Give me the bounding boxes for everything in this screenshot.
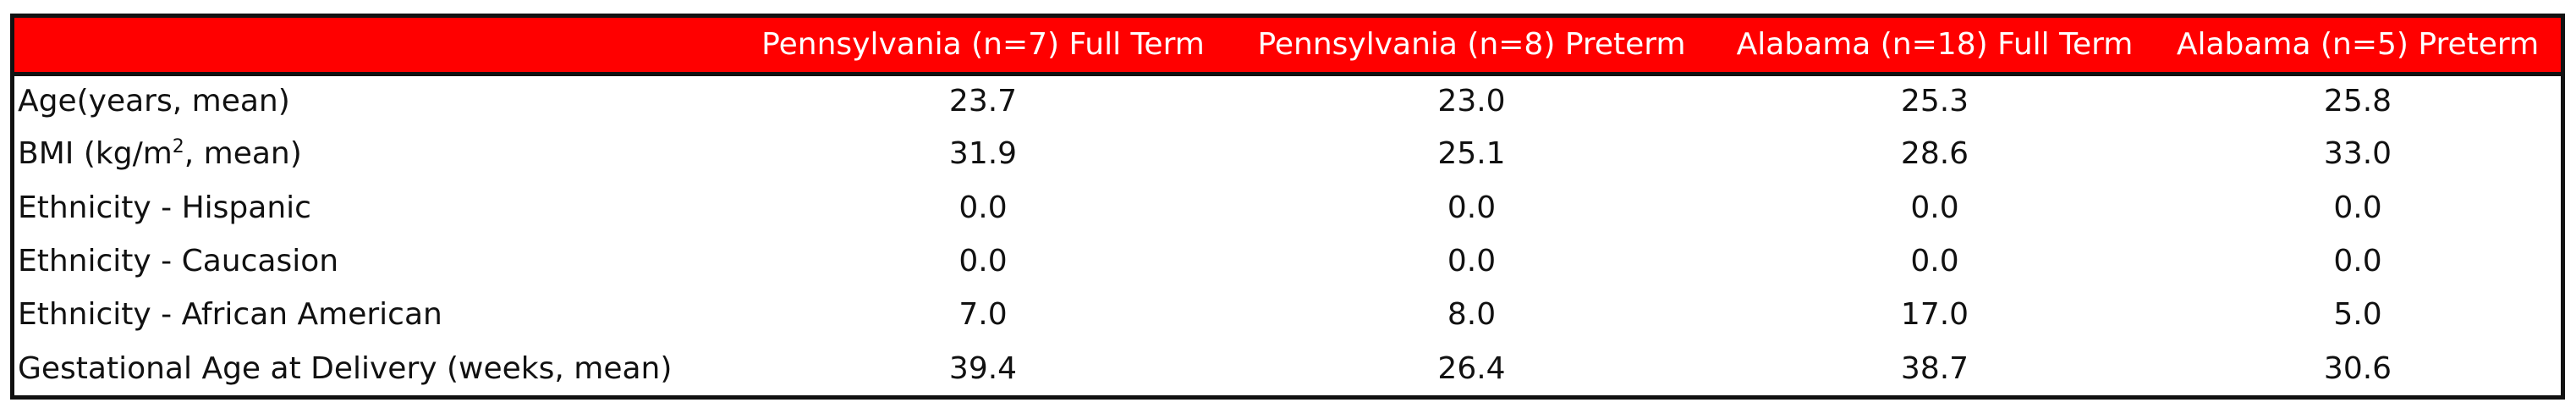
table-cell: 0.0 <box>1910 190 1959 225</box>
table-row: BMI (kg/m2, mean) 31.9 25.1 28.6 33.0 <box>14 127 2561 180</box>
header-cell-alabama-full-term: Alabama (n=18) Full Term <box>1715 18 2155 76</box>
table-cell: 38.7 <box>1900 350 1969 386</box>
table-cell: 0.0 <box>2333 190 2382 225</box>
table-cell: 0.0 <box>1910 244 1959 279</box>
table-row: Age(years, mean) 23.7 23.0 25.3 25.8 <box>14 74 2561 127</box>
table-row: Gestational Age at Delivery (weeks, mean… <box>14 342 2561 395</box>
header-cell-alabama-preterm: Alabama (n=5) Preterm <box>2155 18 2561 76</box>
table-cell: 0.0 <box>2333 244 2382 279</box>
table-cell: 33.0 <box>2323 136 2392 172</box>
row-label-text: BMI (kg/m <box>18 136 173 172</box>
table-cell: 7.0 <box>958 297 1008 333</box>
header-cell-pennsylvania-full-term: Pennsylvania (n=7) Full Term <box>738 18 1228 76</box>
table-cell: 30.6 <box>2323 350 2392 386</box>
row-label: Ethnicity - African American <box>18 297 442 333</box>
table-cell: 0.0 <box>1447 190 1497 225</box>
table-row: Ethnicity - Hispanic 0.0 0.0 0.0 0.0 <box>14 181 2561 234</box>
demographics-table: Pennsylvania (n=7) Full Term Pennsylvani… <box>10 14 2565 400</box>
header-cell-pennsylvania-preterm: Pennsylvania (n=8) Preterm <box>1228 18 1715 76</box>
row-label: Ethnicity - Hispanic <box>18 190 311 225</box>
table-cell: 17.0 <box>1900 297 1969 333</box>
table-cell: 26.4 <box>1437 350 1506 386</box>
table-cell: 0.0 <box>958 190 1008 225</box>
table-cell: 39.4 <box>948 350 1018 386</box>
table-cell: 25.8 <box>2323 84 2392 119</box>
table-row: Ethnicity - African American 7.0 8.0 17.… <box>14 288 2561 341</box>
table-cell: 8.0 <box>1447 297 1497 333</box>
header-cell-blank <box>14 18 738 76</box>
table-cell: 5.0 <box>2333 297 2382 333</box>
row-label: Age(years, mean) <box>18 84 290 119</box>
row-label: Gestational Age at Delivery (weeks, mean… <box>18 350 673 386</box>
table-cell: 23.7 <box>948 84 1018 119</box>
row-label-superscript: 2 <box>172 136 184 158</box>
row-label: BMI (kg/m2, mean) <box>14 127 738 180</box>
data-table: Pennsylvania (n=7) Full Term Pennsylvani… <box>14 18 2561 395</box>
table-row: Ethnicity - Caucasion 0.0 0.0 0.0 0.0 <box>14 234 2561 288</box>
table-cell: 31.9 <box>948 136 1018 172</box>
row-label-text-end: , mean) <box>184 136 302 172</box>
header-row: Pennsylvania (n=7) Full Term Pennsylvani… <box>14 18 2561 76</box>
table-cell: 25.3 <box>1900 84 1969 119</box>
row-label: Ethnicity - Caucasion <box>18 244 339 279</box>
table-cell: 0.0 <box>1447 244 1497 279</box>
table-cell: 25.1 <box>1437 136 1506 172</box>
table-cell: 28.6 <box>1900 136 1969 172</box>
table-cell: 23.0 <box>1437 84 1506 119</box>
table-cell: 0.0 <box>958 244 1008 279</box>
